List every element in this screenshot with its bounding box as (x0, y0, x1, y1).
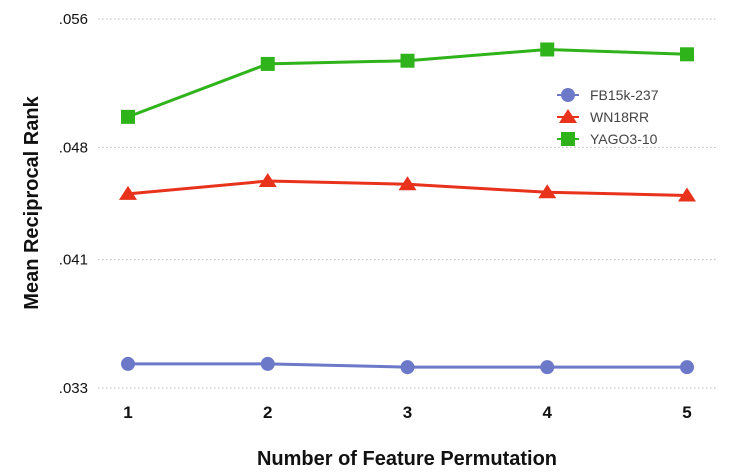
x-tick-label: 3 (403, 403, 412, 422)
x-tick-label: 4 (543, 403, 553, 422)
y-tick-label: .048 (59, 139, 88, 156)
triangle-marker (258, 173, 277, 188)
legend-circle-icon (561, 88, 575, 102)
square-marker (121, 109, 135, 124)
circle-marker (400, 360, 415, 375)
legend-triangle-icon (559, 109, 577, 123)
square-marker (680, 47, 694, 62)
series-yago3-10 (121, 42, 694, 124)
series-fb15k-237 (121, 356, 694, 375)
triangle-marker (538, 184, 557, 199)
y-axis-title: Mean Reciprocal Rank (21, 95, 43, 309)
circle-marker (121, 356, 135, 371)
y-axis-ticks: .033 .041 .048 .056 (59, 11, 88, 397)
square-marker (400, 53, 415, 68)
series-group (119, 42, 696, 375)
y-tick-label: .033 (59, 380, 88, 397)
series-wn18rr (119, 173, 696, 202)
triangle-marker (398, 176, 417, 191)
x-tick-label: 1 (123, 403, 132, 422)
legend-item-wn18rr: WN18RR (557, 109, 649, 125)
x-axis-title: Number of Feature Permutation (257, 448, 557, 470)
circle-marker (260, 356, 275, 371)
legend-label: YAGO3-10 (590, 131, 658, 147)
y-tick-label: .056 (59, 11, 88, 28)
legend-item-yago3-10: YAGO3-10 (557, 131, 658, 147)
square-marker (540, 42, 555, 57)
x-axis-ticks: 1 2 3 4 5 (123, 403, 691, 422)
x-tick-label: 5 (682, 403, 691, 422)
circle-marker (680, 360, 694, 375)
square-marker (260, 56, 275, 71)
y-tick-label: .041 (59, 252, 88, 269)
legend-item-fb15k-237: FB15k-237 (557, 87, 659, 103)
legend-label: WN18RR (590, 109, 649, 125)
circle-marker (540, 360, 555, 375)
legend-square-icon (561, 132, 575, 146)
triangle-marker (119, 185, 137, 200)
triangle-marker (678, 187, 696, 202)
grid-lines (98, 18, 717, 389)
legend-label: FB15k-237 (590, 87, 659, 103)
legend: FB15k-237 WN18RR YAGO3-10 (557, 87, 659, 147)
x-tick-label: 2 (263, 403, 272, 422)
